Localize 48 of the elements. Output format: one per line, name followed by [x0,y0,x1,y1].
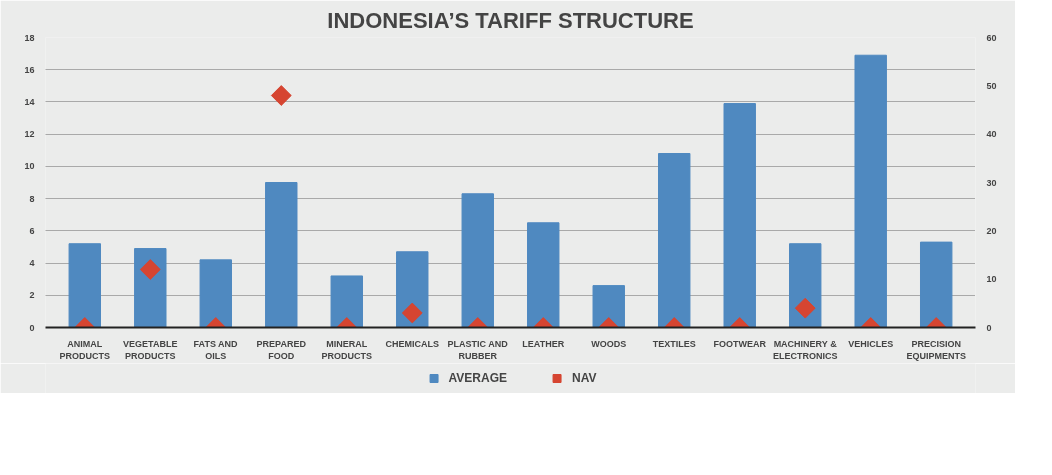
bar [461,193,494,328]
y-tick-label: 2 [29,290,35,301]
chart-title: INDONESIA’S TARIFF STRUCTURE [327,7,694,33]
x-tick-label: VEGETABLE PRODUCTS [123,338,178,361]
bar [396,251,429,328]
y-tick-label: 4 [29,258,35,269]
bar [789,243,822,328]
bar [134,248,167,328]
x-tick-label: MACHINERY & ELECTRONICS [772,338,838,361]
y2-tick-label: 40 [986,129,997,140]
x-tick-label: TEXTILES [652,338,696,349]
x-tick-label: FOOTWEAR [713,338,767,349]
x-tick-label: CHEMICALS [385,338,440,349]
y-tick-label: 16 [24,64,35,75]
y-tick-label: 8 [29,193,35,204]
bar [854,54,887,328]
x-tick-label: LEATHER [522,338,565,349]
bar [527,222,560,328]
y2-tick-label: 20 [986,225,997,236]
bar [68,243,102,328]
x-tick-label: PLASTIC AND RUBBER [447,338,509,361]
bar [919,241,953,328]
x-tick-label: PRECISION EQUIPMENTS [906,338,966,361]
y-tick-label: 10 [24,161,35,172]
x-tick-label: WOODS [591,338,627,349]
legend-label: NAV [572,371,597,385]
bar [658,153,691,328]
y-tick-label: 0 [29,322,35,333]
x-tick-label: FATS AND OILS [193,338,239,361]
y2-tick-label: 30 [986,177,997,188]
y-tick-label: 14 [24,96,35,107]
y2-tick-label: 60 [986,32,997,43]
y2-tick-label: 0 [986,322,992,333]
y-tick-label: 12 [24,129,35,140]
x-tick-label: MINERAL PRODUCTS [321,338,373,361]
bar [723,103,756,328]
y-tick-label: 18 [24,32,35,43]
x-tick-label: VEHICLES [848,338,894,349]
bar [265,182,298,328]
y2-tick-label: 50 [986,80,997,91]
bar [592,285,625,328]
x-tick-label: PREPARED FOOD [256,338,307,361]
bar [199,259,232,328]
bar [330,275,363,328]
y2-tick-label: 10 [986,274,997,285]
y-tick-label: 6 [29,225,35,236]
legend-label: AVERAGE [448,371,507,385]
x-tick-label: ANIMAL PRODUCTS [59,338,111,361]
